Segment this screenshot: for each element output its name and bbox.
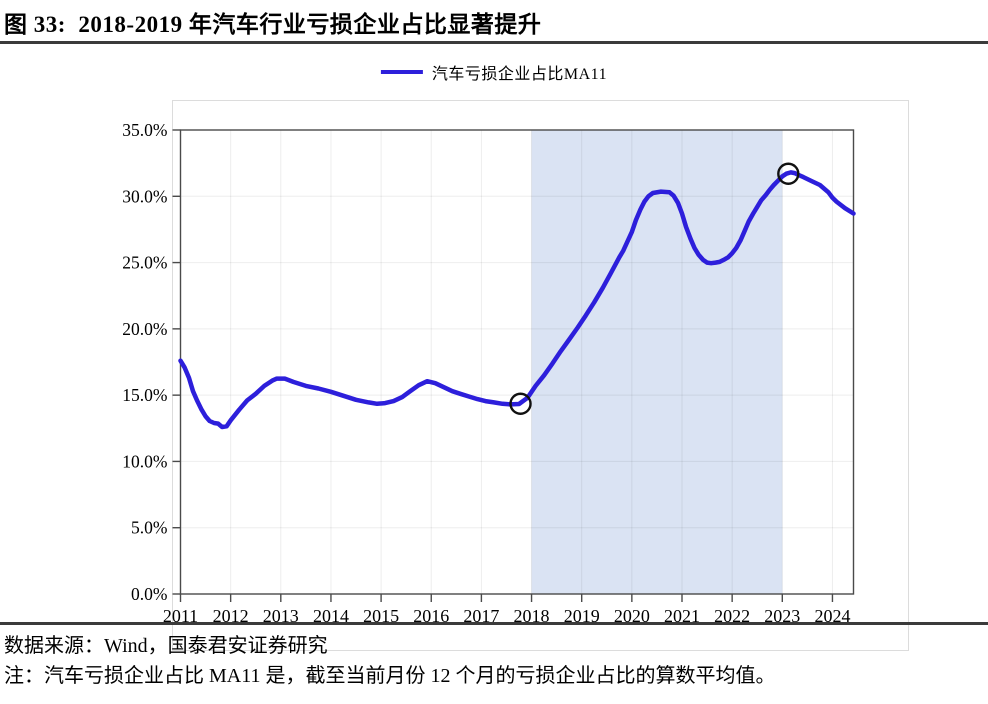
note-text: 注：汽车亏损企业占比 MA11 是，截至当前月份 12 个月的亏损企业占比的算数… bbox=[4, 665, 776, 687]
y-tick-label: 35.0% bbox=[122, 120, 167, 140]
y-tick-label: 25.0% bbox=[122, 253, 167, 273]
x-tick-label: 2023 bbox=[764, 606, 800, 626]
highlight-band bbox=[531, 130, 783, 594]
x-tick-label: 2017 bbox=[463, 606, 499, 626]
series-line bbox=[178, 170, 856, 430]
x-tick-label: 2014 bbox=[313, 606, 349, 626]
x-tick-label: 2015 bbox=[363, 606, 399, 626]
data-source-text: 数据来源：Wind，国泰君安证券研究 bbox=[4, 635, 328, 657]
chart-svg: 0.0% 5.0% 10.0% 15.0% 20.0% 25.0% 30.0% 35.0% 20… bbox=[122, 100, 909, 651]
y-tick-label: 20.0% bbox=[122, 319, 167, 339]
legend-line-swatch bbox=[380, 70, 423, 74]
x-tick-label: 2016 bbox=[413, 606, 449, 626]
legend-label: 汽车亏损企业占比MA11 bbox=[431, 66, 608, 83]
x-tick-label: 2011 bbox=[163, 606, 198, 626]
chart-frame-border bbox=[172, 100, 909, 651]
highlight-circle-marker bbox=[509, 392, 532, 415]
chart-region: 0.0% 5.0% 10.0% 15.0% 20.0% 25.0% 30.0% 35.0% 20… bbox=[0, 48, 988, 651]
y-tick-label: 30.0% bbox=[122, 186, 167, 206]
chart-legend: 汽车亏损企业占比MA11 bbox=[380, 60, 608, 84]
x-tick-label: 2013 bbox=[263, 606, 299, 626]
y-tick-label: 0.0% bbox=[131, 584, 167, 604]
footer-divider-rule bbox=[0, 622, 988, 625]
highlight-circle-marker bbox=[777, 162, 800, 185]
x-tick-label: 2012 bbox=[213, 606, 249, 626]
title-divider-rule bbox=[0, 41, 988, 44]
x-tick-label: 2020 bbox=[614, 606, 650, 626]
x-tick-label: 2024 bbox=[814, 606, 850, 626]
x-tick-label: 2019 bbox=[564, 606, 600, 626]
figure-title: 图 33: 2018-2019 年汽车行业亏损企业占比显著提升 bbox=[4, 12, 542, 37]
y-tick-label: 5.0% bbox=[131, 518, 167, 538]
y-tick-label: 15.0% bbox=[122, 385, 167, 405]
x-tick-label: 2018 bbox=[514, 606, 550, 626]
x-tick-label: 2021 bbox=[664, 606, 700, 626]
y-tick-label: 10.0% bbox=[122, 451, 167, 471]
x-tick-label: 2022 bbox=[714, 606, 750, 626]
